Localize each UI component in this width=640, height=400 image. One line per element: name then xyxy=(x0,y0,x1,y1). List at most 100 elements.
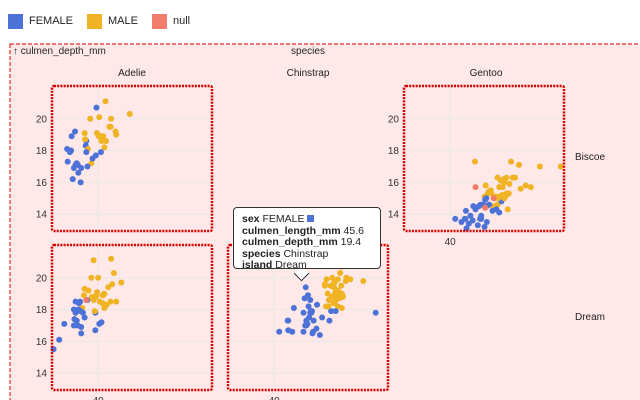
legend-item-male[interactable]: MALE xyxy=(87,13,138,29)
data-point xyxy=(61,320,68,327)
data-point xyxy=(471,158,478,165)
data-point xyxy=(494,174,501,181)
data-point xyxy=(100,133,107,140)
data-point xyxy=(102,98,109,105)
data-point xyxy=(90,257,97,264)
data-point xyxy=(482,182,489,189)
facet-selection-frame xyxy=(50,243,214,392)
data-point xyxy=(74,161,81,168)
data-point xyxy=(87,115,94,122)
data-point xyxy=(329,274,336,281)
data-point xyxy=(98,319,105,326)
data-point xyxy=(305,303,312,310)
data-point xyxy=(328,308,335,315)
data-point xyxy=(323,276,330,283)
data-point xyxy=(482,204,489,211)
data-point xyxy=(92,327,99,334)
data-point xyxy=(118,279,125,286)
column-label-chinstrap: Chinstrap xyxy=(287,68,330,79)
data-point xyxy=(108,115,115,122)
legend-swatch-male xyxy=(87,13,103,29)
legend-label-null: null xyxy=(172,15,191,27)
legend-item-null[interactable]: null xyxy=(151,13,191,29)
data-point xyxy=(64,158,71,165)
y-tick-label: 20 xyxy=(388,114,400,125)
data-point xyxy=(276,328,283,335)
data-point xyxy=(88,274,95,281)
data-point xyxy=(470,203,477,210)
data-point xyxy=(505,190,512,197)
tooltip: sex FEMALE culmen_length_mm 45.6 culmen_… xyxy=(233,207,381,271)
data-point xyxy=(126,111,133,118)
data-point xyxy=(506,180,513,187)
tooltip-row-depth: culmen_depth_mm 19.4 xyxy=(242,236,362,248)
data-point xyxy=(338,282,345,289)
data-point xyxy=(107,123,114,130)
data-point xyxy=(504,206,511,213)
tooltip-row-length: culmen_length_mm 45.6 xyxy=(242,224,364,237)
data-point xyxy=(463,225,470,232)
data-point xyxy=(101,303,108,310)
data-point xyxy=(330,284,337,291)
data-point xyxy=(314,301,321,308)
facet-panel-adelie-biscoe: 14 16 18 20 xyxy=(36,84,214,233)
data-point xyxy=(83,149,90,156)
data-point xyxy=(96,114,103,121)
x-tick-label: 40 xyxy=(269,396,281,400)
data-point xyxy=(452,215,459,222)
data-point xyxy=(472,184,479,191)
data-point xyxy=(78,330,85,337)
facet-selection-frame xyxy=(402,84,566,233)
data-point xyxy=(462,215,469,222)
data-point xyxy=(109,281,116,288)
column-label-gentoo: Gentoo xyxy=(470,68,503,79)
data-point xyxy=(81,130,88,137)
data-point xyxy=(517,185,524,192)
facet-selection-frame xyxy=(50,84,214,233)
data-point xyxy=(332,308,339,315)
legend-swatch-null xyxy=(151,13,167,29)
tooltip-row-island: island Dream xyxy=(242,259,307,271)
data-point xyxy=(71,316,78,323)
y-tick-label: 16 xyxy=(36,178,48,189)
data-point xyxy=(68,133,75,140)
data-point xyxy=(84,163,91,170)
data-point xyxy=(360,277,367,284)
data-point xyxy=(290,304,297,311)
data-point xyxy=(490,195,497,202)
legend-item-female[interactable]: FEMALE xyxy=(8,13,73,29)
data-point xyxy=(77,179,84,186)
data-point xyxy=(77,308,84,315)
data-point xyxy=(475,203,482,210)
data-point xyxy=(300,328,307,335)
data-point xyxy=(483,195,490,202)
data-point xyxy=(285,317,292,324)
data-point xyxy=(372,309,379,316)
tooltip-row-species: species Chinstrap xyxy=(242,247,329,260)
data-point xyxy=(68,147,75,154)
data-point xyxy=(303,322,310,329)
data-point xyxy=(85,287,92,294)
data-point xyxy=(75,169,82,176)
legend-swatch-female xyxy=(8,13,23,29)
data-point xyxy=(310,317,317,324)
row-label-biscoe: Biscoe xyxy=(575,152,605,163)
data-point xyxy=(95,274,102,281)
tooltip-row-sex: sex FEMALE xyxy=(242,213,372,226)
data-point xyxy=(56,336,63,343)
data-point xyxy=(103,138,110,145)
x-tick-label: 40 xyxy=(445,237,457,248)
facet-panel-adelie-dream: 14 16 18 20 40 xyxy=(36,243,214,400)
data-point xyxy=(77,298,84,305)
data-point xyxy=(489,207,496,214)
y-axis-label: ↑ culmen_depth_mm xyxy=(13,46,106,57)
data-point xyxy=(285,327,292,334)
data-point xyxy=(82,136,89,143)
data-point xyxy=(332,290,339,297)
data-point xyxy=(70,322,77,329)
data-point xyxy=(72,128,79,135)
data-point xyxy=(81,292,88,299)
tooltip-swatch xyxy=(307,215,315,222)
data-point xyxy=(303,317,310,324)
